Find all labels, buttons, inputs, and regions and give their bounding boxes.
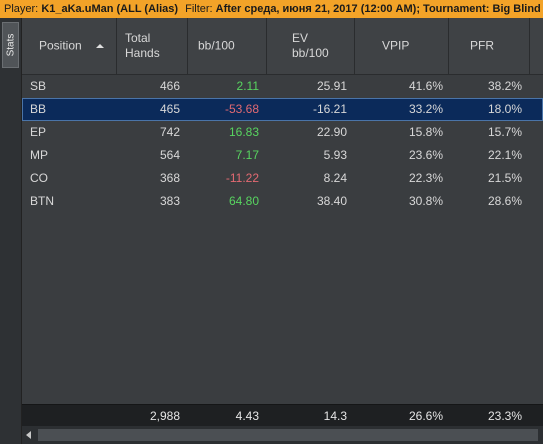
column-vpip-label: VPIP bbox=[382, 38, 410, 53]
column-header-pfr[interactable]: PFR bbox=[449, 18, 530, 74]
cell-pfr: 28.6% bbox=[487, 194, 522, 208]
cell-ev-bb100: 38.40 bbox=[316, 194, 347, 208]
column-total-hands-line1: Total bbox=[125, 31, 151, 45]
cell-pfr: 15.7% bbox=[487, 125, 522, 139]
cell-ev-bb100: -16.21 bbox=[312, 102, 347, 116]
cell-vpip: 41.6% bbox=[408, 79, 443, 93]
tab-stats-label: Stats bbox=[5, 33, 16, 57]
column-position-label: Position bbox=[39, 38, 82, 53]
grid-header: Position Total Hands bb/100 EV bb/100 VP… bbox=[22, 18, 543, 75]
player-value[interactable]: K1_aKa.uMan (ALL (Alias) bbox=[41, 3, 179, 15]
cell-vpip: 30.8% bbox=[408, 194, 443, 208]
cell-position: CO bbox=[30, 171, 48, 185]
cell-pfr: 22.1% bbox=[487, 148, 522, 162]
table-row[interactable]: CO 368 -11.22 8.24 22.3% 21.5% bbox=[22, 167, 543, 190]
table-row[interactable]: SB 466 2.11 25.91 41.6% 38.2% bbox=[22, 75, 543, 98]
column-ev-bb100-line1: EV bbox=[292, 31, 309, 45]
cell-vpip: 15.8% bbox=[408, 125, 443, 139]
cell-bb100: 64.80 bbox=[228, 194, 259, 208]
player-label: Player: bbox=[4, 3, 39, 15]
column-header-position[interactable]: Position bbox=[22, 18, 117, 74]
total-bb100: 4.43 bbox=[235, 409, 259, 423]
cell-position: MP bbox=[30, 148, 48, 162]
table-row[interactable]: EP 742 16.83 22.90 15.8% 15.7% bbox=[22, 121, 543, 144]
scrollbar-thumb[interactable] bbox=[38, 429, 538, 441]
column-bb100-label: bb/100 bbox=[198, 38, 235, 53]
grid-body: SB 466 2.11 25.91 41.6% 38.2% BB 465 -53… bbox=[22, 75, 543, 403]
cell-pfr: 38.2% bbox=[487, 79, 522, 93]
cell-bb100: 2.11 bbox=[236, 79, 259, 93]
cell-position: SB bbox=[30, 79, 47, 93]
total-ev-bb100: 14.3 bbox=[323, 409, 347, 423]
column-header-bb100[interactable]: bb/100 bbox=[188, 18, 267, 74]
table-row-selected[interactable]: BB 465 -53.68 -16.21 33.2% 18.0% bbox=[22, 98, 543, 121]
cell-bb100: -53.68 bbox=[224, 102, 259, 116]
table-row[interactable]: MP 564 7.17 5.93 23.6% 22.1% bbox=[22, 144, 543, 167]
cell-vpip: 22.3% bbox=[408, 171, 443, 185]
cell-position: EP bbox=[30, 125, 47, 139]
cell-bb100: 7.17 bbox=[235, 148, 259, 162]
column-header-ev-bb100[interactable]: EV bb/100 bbox=[267, 18, 355, 74]
cell-vpip: 23.6% bbox=[408, 148, 443, 162]
column-ev-bb100-line2: bb/100 bbox=[292, 46, 329, 60]
total-vpip: 26.6% bbox=[408, 409, 443, 423]
cell-ev-bb100: 25.91 bbox=[316, 79, 347, 93]
scroll-left-icon[interactable] bbox=[26, 431, 31, 439]
side-panel: Stats bbox=[0, 18, 22, 444]
total-hands: 2,988 bbox=[149, 409, 180, 423]
tab-stats[interactable]: Stats bbox=[2, 22, 19, 68]
stats-grid: Position Total Hands bb/100 EV bb/100 VP… bbox=[22, 18, 543, 444]
totals-row: 2,988 4.43 14.3 26.6% 23.3% bbox=[22, 404, 543, 427]
cell-pfr: 18.0% bbox=[487, 102, 522, 116]
cell-total-hands: 368 bbox=[159, 171, 180, 185]
table-row[interactable]: BTN 383 64.80 38.40 30.8% 28.6% bbox=[22, 190, 543, 213]
column-total-hands-line2: Hands bbox=[125, 46, 160, 60]
cell-vpip: 33.2% bbox=[408, 102, 443, 116]
column-header-total-hands[interactable]: Total Hands bbox=[117, 18, 188, 74]
cell-total-hands: 742 bbox=[159, 125, 180, 139]
cell-bb100: 16.83 bbox=[228, 125, 259, 139]
horizontal-scrollbar[interactable] bbox=[22, 426, 543, 444]
column-header-vpip[interactable]: VPIP bbox=[355, 18, 449, 74]
cell-ev-bb100: 22.90 bbox=[316, 125, 347, 139]
cell-ev-bb100: 5.93 bbox=[323, 148, 347, 162]
cell-bb100: -11.22 bbox=[225, 171, 259, 185]
filter-value[interactable]: After среда, июня 21, 2017 (12:00 AM); T… bbox=[215, 3, 543, 15]
cell-ev-bb100: 8.24 bbox=[323, 171, 347, 185]
cell-position: BTN bbox=[30, 194, 54, 208]
filter-label: Filter: bbox=[185, 3, 213, 15]
filter-bar: Player: K1_aKa.uMan (ALL (Alias) Filter:… bbox=[0, 0, 543, 18]
cell-total-hands: 383 bbox=[159, 194, 180, 208]
cell-total-hands: 564 bbox=[159, 148, 180, 162]
column-pfr-label: PFR bbox=[470, 38, 494, 53]
cell-total-hands: 466 bbox=[159, 79, 180, 93]
cell-total-hands: 465 bbox=[159, 102, 180, 116]
sort-ascending-icon bbox=[96, 44, 104, 48]
total-pfr: 23.3% bbox=[487, 409, 522, 423]
cell-position: BB bbox=[30, 102, 47, 116]
cell-pfr: 21.5% bbox=[487, 171, 522, 185]
